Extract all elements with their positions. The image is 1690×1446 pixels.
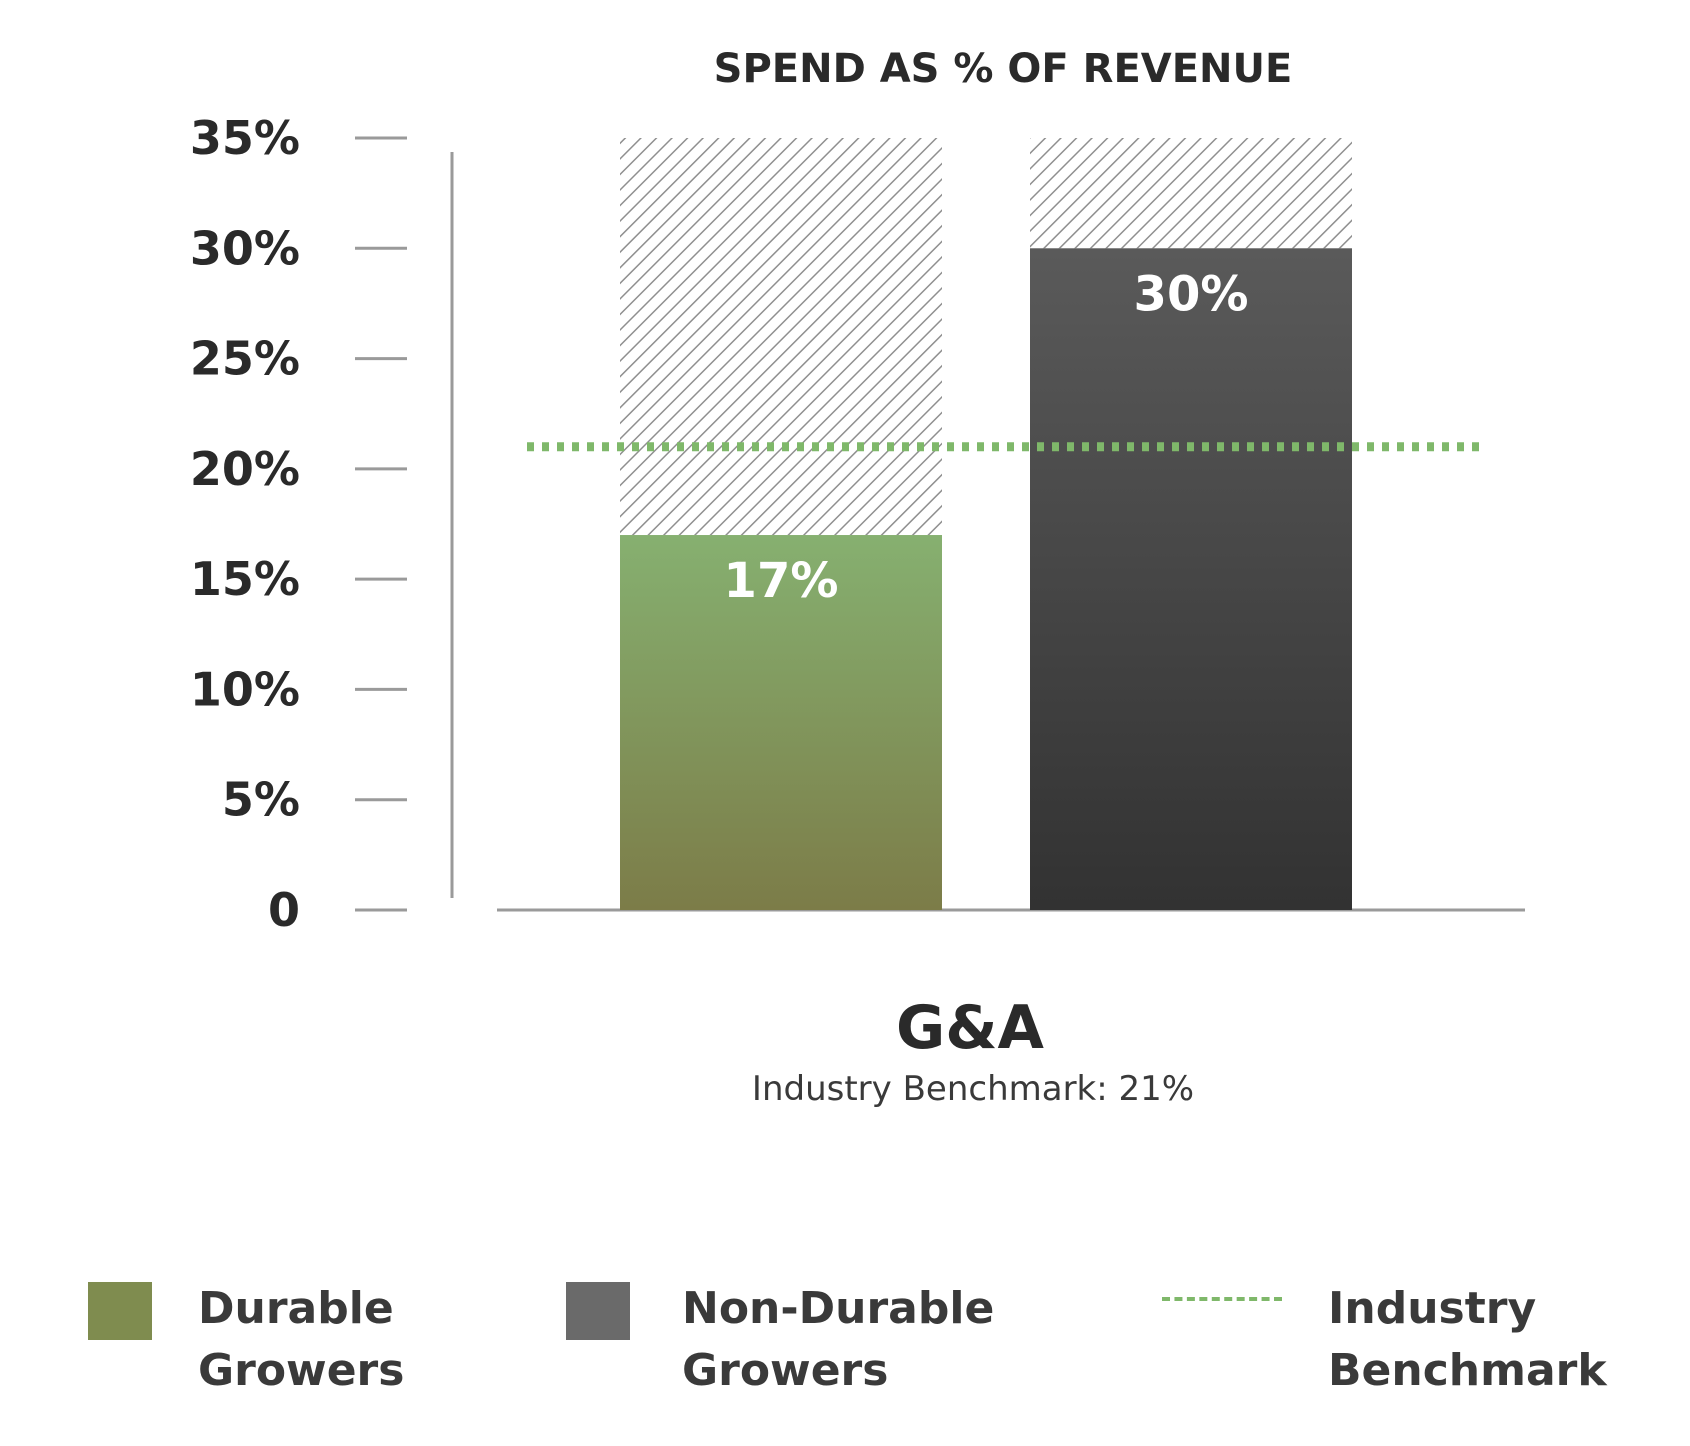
bar-value-label-non-durable: 30%	[1134, 266, 1249, 322]
legend-item-durable-growers: Durable Growers	[88, 1278, 508, 1398]
y-tick-label: 25%	[190, 332, 300, 386]
legend-label-benchmark: Industry Benchmark	[1328, 1283, 1607, 1396]
y-tick-label: 15%	[190, 552, 300, 606]
legend-dashed-line-benchmark	[1162, 1297, 1282, 1301]
y-tick-label: 30%	[190, 221, 300, 275]
legend-swatch-non-durable	[566, 1282, 630, 1340]
bar-durable	[620, 535, 942, 910]
y-tick-label: 10%	[190, 662, 300, 716]
y-tick-label: 20%	[190, 442, 300, 496]
bar-value-label-durable: 17%	[724, 553, 839, 609]
y-tick-label: 0	[268, 883, 300, 937]
chart-title: SPEND AS % OF REVENUE	[714, 46, 1293, 92]
y-tick-label: 5%	[222, 773, 300, 827]
legend-item-non-durable-growers: Non-Durable Growers	[566, 1278, 1046, 1398]
y-tick-label: 35%	[190, 111, 300, 165]
bar-non-durable	[1030, 248, 1352, 911]
legend-label-non-durable: Non-Durable Growers	[682, 1283, 995, 1396]
legend-item-industry-benchmark: Industry Benchmark	[1162, 1278, 1662, 1398]
legend-swatch-durable	[88, 1282, 152, 1340]
bar-hatch-non-durable	[1030, 138, 1352, 249]
chart-subtitle: Industry Benchmark: 21%	[752, 1069, 1194, 1109]
legend-label-durable: Durable Growers	[198, 1283, 405, 1396]
bar-hatch-durable	[620, 138, 942, 536]
x-category-label: G&A	[896, 993, 1045, 1063]
